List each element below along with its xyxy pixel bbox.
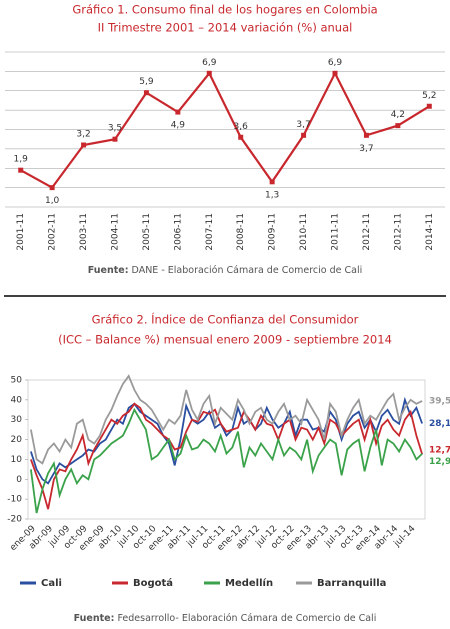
chart-title: Gráfico 1. Consumo final de los hogares …: [72, 3, 377, 17]
series-line: [20, 70, 430, 190]
x-tick-label: 2012-11: [393, 213, 403, 251]
data-label: 6,9: [328, 58, 343, 68]
x-tick-label: 2012-11: [362, 213, 372, 251]
chart-title: Gráfico 2. Índice de Confianza del Consu…: [92, 312, 359, 327]
data-label: 5,2: [422, 91, 436, 101]
y-tick-label: 40: [11, 395, 23, 405]
data-label: 6,9: [202, 58, 217, 68]
data-label: 3,7: [296, 120, 310, 130]
plot-frame: [27, 379, 426, 520]
end-label: 12,7: [429, 446, 450, 456]
x-tick-label: 2009-11: [268, 213, 278, 251]
point-marker: [143, 90, 149, 96]
point-marker: [175, 109, 181, 115]
source-label: Fuente:: [74, 613, 115, 624]
data-label: 4,2: [391, 110, 405, 120]
y-tick-label: 20: [11, 435, 23, 445]
x-tick-label: 2004-11: [111, 213, 121, 251]
x-tick-label: 2005-11: [142, 213, 152, 251]
series-line: [30, 374, 423, 465]
y-tick-label: 10: [11, 455, 23, 465]
point-marker: [206, 70, 212, 76]
series-line: [30, 407, 423, 514]
point-marker: [81, 142, 87, 148]
x-tick-label: 2010-11: [299, 213, 309, 251]
data-label: 1,0: [45, 196, 60, 206]
point-marker: [269, 179, 275, 185]
x-tick-label: 2011-11: [331, 213, 341, 251]
data-label: 5,9: [139, 77, 154, 87]
legend-label: Bogotá: [133, 577, 173, 589]
point-marker: [395, 123, 401, 129]
y-tick-label: -20: [7, 515, 22, 525]
series-line: [30, 396, 423, 485]
point-marker: [238, 134, 244, 140]
y-tick-label: 30: [11, 415, 23, 425]
point-marker: [301, 132, 307, 138]
end-label: 28,1: [429, 419, 450, 429]
source-label: Fuente:: [88, 265, 129, 276]
end-label: 12,9: [429, 457, 450, 467]
data-label: 3,7: [359, 144, 373, 154]
x-tick-label: 2003-11: [79, 213, 89, 251]
point-marker: [49, 185, 55, 191]
data-label: 1,9: [14, 155, 29, 165]
source-text: Fedesarrollo- Elaboración Cámara de Come…: [117, 613, 376, 624]
data-label: 1,3: [265, 190, 279, 200]
data-label: 4,9: [171, 121, 186, 131]
x-tick-label: 2006-11: [173, 213, 183, 251]
point-marker: [18, 167, 24, 173]
legend-label: Cali: [41, 578, 62, 589]
point-marker: [363, 132, 369, 138]
legend-label: Medellín: [225, 577, 273, 589]
x-tick-label: 2008-11: [236, 213, 246, 251]
point-marker: [426, 103, 432, 109]
x-tick-label: 2007-11: [205, 213, 215, 251]
y-tick-label: -10: [7, 495, 22, 505]
x-tick-label: 2014-11: [425, 213, 435, 251]
point-marker: [332, 70, 338, 76]
x-tick-label: 2001-11: [16, 213, 26, 251]
data-label: 3,2: [76, 130, 90, 140]
source-text: DANE - Elaboración Cámara de Comercio de…: [132, 265, 363, 276]
chart-subtitle: II Trimestre 2001 – 2014 variación (%) a…: [98, 21, 353, 35]
series-line: [30, 402, 423, 510]
x-tick-label: 2002-11: [48, 213, 58, 251]
data-label: 3,5: [108, 124, 122, 134]
data-label: 3,6: [234, 122, 249, 132]
source: Fuente: DANE - Elaboración Cámara de Com…: [88, 265, 363, 276]
end-label: 39,5: [429, 396, 450, 406]
chart-subtitle: (ICC – Balance %) mensual enero 2009 - s…: [58, 333, 392, 347]
legend-label: Barranquilla: [317, 578, 386, 589]
y-tick-label: 0: [16, 475, 22, 485]
point-marker: [112, 136, 118, 142]
source: Fuente: Fedesarrollo- Elaboración Cámara…: [74, 613, 377, 624]
y-tick-label: 50: [11, 376, 23, 386]
